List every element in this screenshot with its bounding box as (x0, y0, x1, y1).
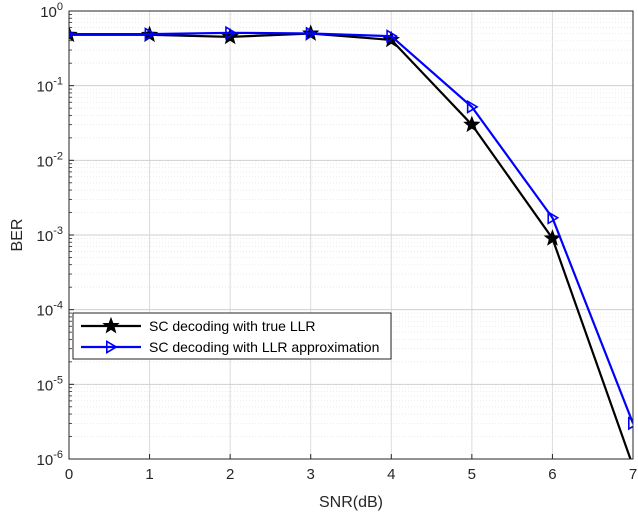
data-point-1 (628, 416, 633, 431)
y-tick-label: 10-6 (37, 449, 63, 469)
x-tick-label: 2 (226, 466, 234, 483)
series-line-0 (69, 32, 632, 459)
series-1 (69, 25, 633, 431)
legend-marker-approx-llr (106, 339, 118, 355)
x-tick-label: 1 (145, 466, 153, 483)
data-point-0 (543, 229, 562, 246)
y-tick-label: 10-4 (37, 300, 63, 320)
data-point-1 (386, 29, 399, 44)
y-tick-label: 10-5 (37, 374, 63, 394)
grid-lines (68, 10, 634, 460)
x-tick-label: 6 (548, 466, 556, 483)
x-tick-label: 0 (65, 466, 73, 483)
data-point-0 (463, 115, 481, 133)
y-tick-label: 10-2 (37, 150, 63, 170)
legend-marker-shape (102, 316, 120, 334)
data-point-1 (547, 210, 560, 225)
y-tick-label: 10-1 (37, 76, 63, 96)
plot-frame (68, 10, 634, 460)
series-group (69, 24, 633, 459)
y-tick-label: 100 (40, 1, 63, 21)
series-line-1 (69, 31, 633, 424)
legend-marker-shape (106, 339, 118, 355)
legend: SC decoding with true LLR SC decoding wi… (72, 312, 392, 360)
data-point-1 (466, 99, 479, 114)
legend-box (72, 312, 392, 360)
data-point-1 (225, 25, 237, 40)
x-tick-label: 3 (307, 466, 315, 483)
x-tick-label: 7 (629, 466, 637, 483)
data-point-1 (144, 27, 157, 42)
x-tick-label: 4 (387, 466, 395, 483)
legend-marker-true-llr (102, 316, 120, 334)
data-point-1 (305, 26, 318, 41)
y-tick-label: 10-3 (37, 225, 63, 245)
y-axis-label: BER (9, 219, 26, 252)
legend-label-approx-llr: SC decoding with LLR approximation (149, 339, 379, 355)
x-tick-label: 5 (468, 466, 476, 483)
legend-label-true-llr: SC decoding with true LLR (149, 318, 316, 334)
axes: 0 1 2 3 4 5 6 7 100 10-1 10-2 10-3 10-4 10-5 10-6 (37, 1, 638, 483)
x-axis-label: SNR(dB) (319, 494, 383, 511)
data-point-1 (69, 30, 76, 39)
